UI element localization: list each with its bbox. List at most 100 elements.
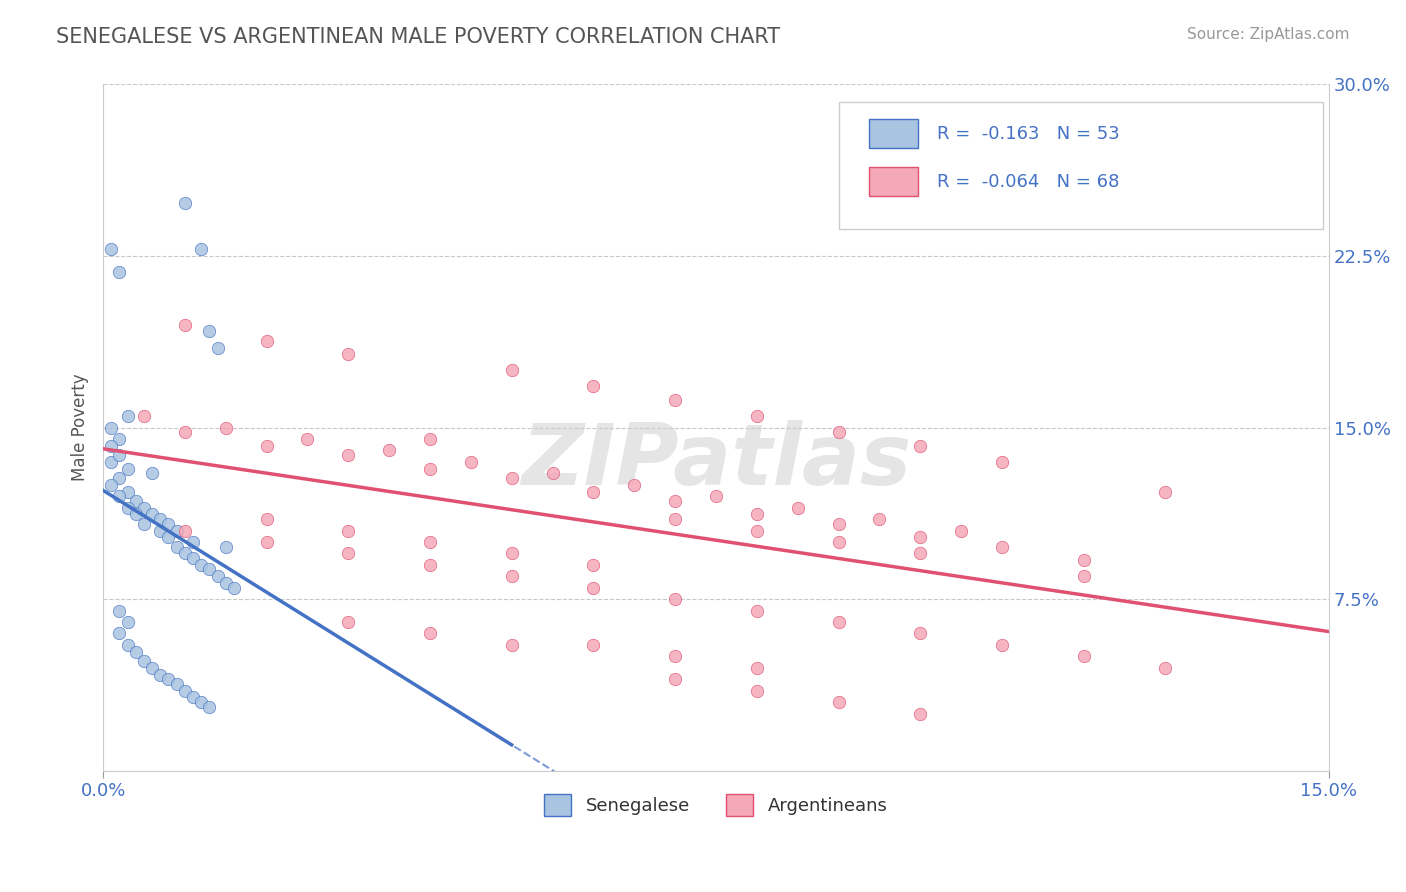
Point	[704, 489, 727, 503]
Point	[100, 477, 122, 491]
Point	[1154, 484, 1177, 499]
Point	[745, 409, 768, 424]
Point	[157, 530, 180, 544]
Text: Source: ZipAtlas.com: Source: ZipAtlas.com	[1187, 27, 1350, 42]
Point	[157, 672, 180, 686]
Point	[337, 347, 360, 361]
Point	[108, 265, 131, 279]
Point	[256, 535, 278, 549]
Point	[100, 439, 122, 453]
Point	[157, 516, 180, 531]
Point	[827, 615, 849, 629]
Point	[173, 524, 195, 538]
Point	[664, 592, 686, 607]
Point	[501, 363, 523, 377]
Point	[991, 540, 1014, 554]
Point	[166, 540, 188, 554]
Point	[215, 420, 238, 434]
Point	[337, 448, 360, 462]
Point	[117, 638, 139, 652]
Point	[108, 432, 131, 446]
Y-axis label: Male Poverty: Male Poverty	[72, 374, 89, 482]
Point	[173, 425, 195, 439]
Text: SENEGALESE VS ARGENTINEAN MALE POVERTY CORRELATION CHART: SENEGALESE VS ARGENTINEAN MALE POVERTY C…	[56, 27, 780, 46]
Point	[173, 546, 195, 560]
Point	[141, 508, 163, 522]
Point	[117, 615, 139, 629]
Point	[419, 558, 441, 572]
Point	[256, 512, 278, 526]
Point	[745, 603, 768, 617]
Point	[125, 493, 148, 508]
Point	[190, 242, 212, 256]
Point	[908, 626, 931, 640]
Point	[827, 535, 849, 549]
Point	[149, 667, 172, 681]
Point	[460, 455, 482, 469]
Point	[256, 334, 278, 348]
Point	[117, 461, 139, 475]
Point	[419, 461, 441, 475]
Point	[582, 638, 605, 652]
Point	[141, 467, 163, 481]
Point	[827, 695, 849, 709]
Point	[908, 546, 931, 560]
Point	[132, 516, 155, 531]
Point	[215, 576, 238, 591]
Point	[207, 341, 229, 355]
Point	[132, 409, 155, 424]
Point	[664, 393, 686, 408]
Point	[1073, 553, 1095, 567]
Point	[117, 409, 139, 424]
Point	[190, 558, 212, 572]
Point	[100, 420, 122, 434]
Point	[337, 546, 360, 560]
Point	[827, 425, 849, 439]
Point	[664, 512, 686, 526]
Text: R =  -0.163   N = 53: R = -0.163 N = 53	[936, 125, 1119, 143]
Point	[297, 432, 319, 446]
Point	[501, 638, 523, 652]
Point	[173, 683, 195, 698]
Point	[419, 535, 441, 549]
Point	[1073, 649, 1095, 664]
Point	[181, 551, 204, 566]
Point	[419, 626, 441, 640]
Point	[125, 645, 148, 659]
Text: R =  -0.064   N = 68: R = -0.064 N = 68	[936, 173, 1119, 191]
Point	[132, 654, 155, 668]
FancyBboxPatch shape	[838, 102, 1323, 228]
Point	[181, 535, 204, 549]
Point	[664, 493, 686, 508]
Point	[745, 524, 768, 538]
Point	[745, 661, 768, 675]
Point	[908, 530, 931, 544]
Point	[501, 471, 523, 485]
Point	[378, 443, 401, 458]
Legend: Senegalese, Argentineans: Senegalese, Argentineans	[537, 787, 894, 823]
Point	[786, 500, 808, 515]
Point	[141, 661, 163, 675]
Point	[108, 489, 131, 503]
Point	[1073, 569, 1095, 583]
Point	[190, 695, 212, 709]
Point	[337, 524, 360, 538]
Point	[582, 484, 605, 499]
Point	[173, 318, 195, 332]
Point	[991, 638, 1014, 652]
Point	[541, 467, 564, 481]
Point	[501, 569, 523, 583]
Point	[256, 439, 278, 453]
Point	[868, 512, 890, 526]
Point	[207, 569, 229, 583]
Point	[337, 615, 360, 629]
Point	[419, 432, 441, 446]
Point	[198, 325, 221, 339]
Point	[166, 524, 188, 538]
Point	[149, 512, 172, 526]
Point	[664, 672, 686, 686]
Point	[198, 699, 221, 714]
Point	[1154, 661, 1177, 675]
Point	[582, 581, 605, 595]
Point	[908, 439, 931, 453]
